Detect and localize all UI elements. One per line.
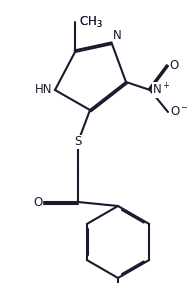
Text: O: O [170, 59, 179, 72]
Text: HN: HN [35, 83, 52, 97]
Text: N: N [113, 29, 122, 42]
Text: O$^-$: O$^-$ [170, 106, 188, 119]
Text: CH$_3$: CH$_3$ [79, 14, 102, 29]
Text: O: O [33, 196, 42, 209]
Text: N$^+$: N$^+$ [152, 82, 170, 98]
Text: S: S [74, 136, 82, 149]
Text: CH$_3$: CH$_3$ [79, 14, 102, 29]
